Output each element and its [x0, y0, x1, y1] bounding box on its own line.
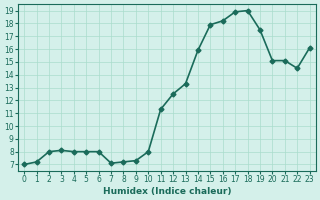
X-axis label: Humidex (Indice chaleur): Humidex (Indice chaleur)	[103, 187, 231, 196]
